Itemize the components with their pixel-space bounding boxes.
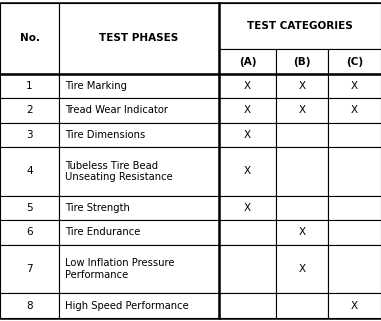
Bar <box>328 293 381 318</box>
Bar <box>59 245 219 293</box>
Bar <box>59 3 219 74</box>
Text: Tire Marking: Tire Marking <box>65 81 127 91</box>
Bar <box>59 123 219 147</box>
Text: (B): (B) <box>294 56 311 66</box>
Bar <box>276 147 328 196</box>
Bar <box>219 3 381 49</box>
Text: X: X <box>299 227 306 237</box>
Text: 4: 4 <box>26 166 33 176</box>
Bar <box>328 245 381 293</box>
Bar <box>0 147 59 196</box>
Bar <box>219 147 276 196</box>
Text: X: X <box>244 166 251 176</box>
Bar <box>0 196 59 220</box>
Bar <box>219 49 276 74</box>
Bar <box>276 220 328 245</box>
Text: X: X <box>244 105 251 115</box>
Text: X: X <box>351 105 358 115</box>
Bar <box>0 220 59 245</box>
Bar <box>276 293 328 318</box>
Text: Tread Wear Indicator: Tread Wear Indicator <box>65 105 168 115</box>
Bar <box>276 98 328 123</box>
Bar <box>0 74 59 98</box>
Bar <box>219 196 276 220</box>
Text: High Speed Performance: High Speed Performance <box>65 300 189 311</box>
Text: X: X <box>244 81 251 91</box>
Bar <box>219 74 276 98</box>
Text: TEST PHASES: TEST PHASES <box>99 33 179 43</box>
Text: X: X <box>299 105 306 115</box>
Bar <box>328 220 381 245</box>
Text: 2: 2 <box>26 105 33 115</box>
Bar <box>0 245 59 293</box>
Bar <box>219 123 276 147</box>
Text: X: X <box>299 81 306 91</box>
Text: X: X <box>244 130 251 140</box>
Text: X: X <box>299 264 306 274</box>
Text: Tire Endurance: Tire Endurance <box>65 227 140 237</box>
Bar <box>328 74 381 98</box>
Text: X: X <box>351 300 358 311</box>
Bar <box>59 196 219 220</box>
Text: 6: 6 <box>26 227 33 237</box>
Bar <box>328 98 381 123</box>
Text: (C): (C) <box>346 56 363 66</box>
Text: X: X <box>351 81 358 91</box>
Bar <box>59 293 219 318</box>
Bar <box>0 293 59 318</box>
Bar <box>59 74 219 98</box>
Text: TEST CATEGORIES: TEST CATEGORIES <box>247 21 353 31</box>
Text: Tubeless Tire Bead
Unseating Resistance: Tubeless Tire Bead Unseating Resistance <box>65 160 173 182</box>
Text: 1: 1 <box>26 81 33 91</box>
Text: 5: 5 <box>26 203 33 213</box>
Bar <box>276 74 328 98</box>
Bar <box>276 49 328 74</box>
Text: No.: No. <box>19 33 40 43</box>
Text: Tire Dimensions: Tire Dimensions <box>65 130 145 140</box>
Bar <box>219 293 276 318</box>
Bar <box>328 147 381 196</box>
Text: 7: 7 <box>26 264 33 274</box>
Bar <box>0 98 59 123</box>
Text: Low Inflation Pressure
Performance: Low Inflation Pressure Performance <box>65 258 174 280</box>
Bar <box>59 98 219 123</box>
Bar <box>328 123 381 147</box>
Bar <box>0 3 59 74</box>
Bar <box>219 245 276 293</box>
Text: X: X <box>244 203 251 213</box>
Text: 8: 8 <box>26 300 33 311</box>
Bar <box>276 245 328 293</box>
Bar <box>219 98 276 123</box>
Bar <box>328 49 381 74</box>
Bar <box>276 196 328 220</box>
Text: 3: 3 <box>26 130 33 140</box>
Bar <box>59 220 219 245</box>
Text: (A): (A) <box>239 56 256 66</box>
Bar <box>219 220 276 245</box>
Bar <box>59 147 219 196</box>
Bar <box>276 123 328 147</box>
Bar <box>328 196 381 220</box>
Text: Tire Strength: Tire Strength <box>65 203 130 213</box>
Bar <box>0 123 59 147</box>
